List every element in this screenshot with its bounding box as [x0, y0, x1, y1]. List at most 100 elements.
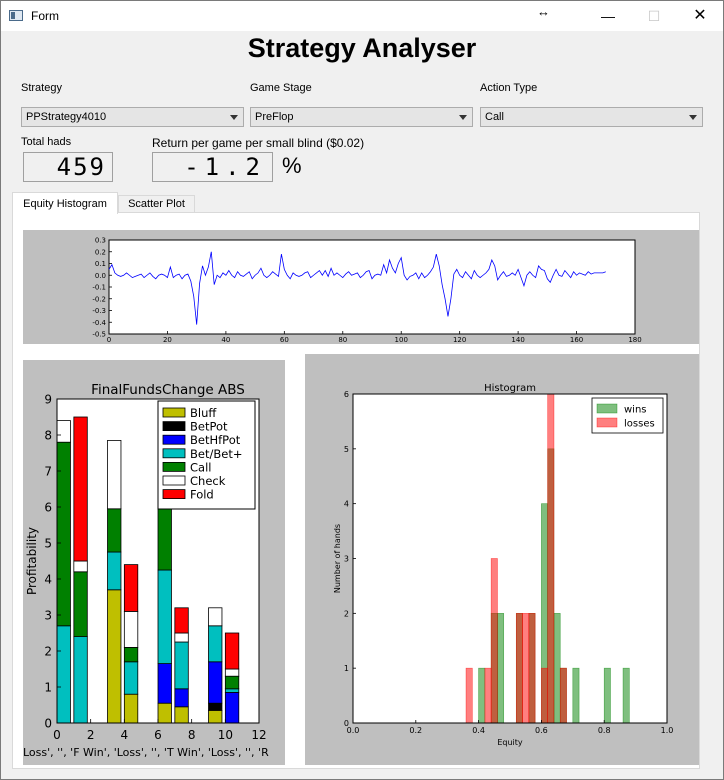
return-display: -1.2 — [152, 152, 273, 182]
histogram-panel: 0 1 2 3 4 5 6 0.0 0.2 0.4 0.6 0.8 1.0 Histogram Equity… — [305, 354, 699, 765]
x-tick-label: 0.2 — [409, 726, 422, 735]
y-tick-label: 0.2 — [95, 248, 106, 256]
bar-segment — [157, 569, 172, 664]
bar-segment — [174, 706, 189, 724]
y-tick-label: 8 — [44, 429, 52, 443]
histogram-bar — [497, 613, 505, 724]
legend-swatch — [162, 462, 186, 472]
x-tick-label: 160 — [570, 336, 583, 344]
game-stage-select[interactable]: PreFlop — [250, 107, 473, 127]
x-tick-label: 10 — [218, 728, 233, 742]
y-tick-label: -0.2 — [92, 295, 106, 303]
bar-segment — [174, 688, 189, 708]
bar-segment — [107, 551, 122, 591]
chart-title: FinalFundsChange ABS — [91, 382, 245, 398]
y-tick-label: 7 — [44, 465, 52, 479]
y-axis-label: Number of hands — [333, 524, 342, 593]
y-tick-label: 1 — [44, 681, 52, 695]
strategy-select[interactable]: PPStrategy4010 — [21, 107, 244, 127]
y-tick-label: -0.3 — [92, 307, 106, 315]
y-axis-label: Profitability — [25, 527, 39, 595]
bar-segment — [123, 564, 139, 612]
y-tick-label: 0 — [344, 719, 349, 728]
y-tick-label: 9 — [44, 393, 52, 407]
legend-swatch — [162, 434, 186, 445]
y-tick-label: 6 — [344, 390, 349, 399]
minimize-button[interactable]: — — [601, 8, 615, 24]
y-tick-label: 1 — [344, 664, 349, 673]
legend-swatch — [162, 448, 186, 459]
window-title: Form — [31, 9, 59, 23]
x-tick-label: 0 — [53, 728, 61, 742]
bar-segment — [174, 641, 189, 690]
line-chart: 0.3 0.2 0.1 0.0 -0.1 -0.2 -0.3 -0.4 -0.50 20 40 60 8… — [92, 237, 641, 345]
y-tick-label: 0.3 — [95, 237, 106, 245]
legend-swatch — [596, 417, 618, 428]
legend-label: BetPot — [190, 420, 228, 434]
legend-swatch — [162, 489, 186, 500]
bar-segment — [107, 440, 122, 510]
y-tick-label: 5 — [344, 445, 349, 454]
x-tick-label: 0.8 — [598, 726, 611, 735]
y-tick-label: 2 — [44, 645, 52, 659]
histogram-bar — [484, 667, 492, 724]
bar-segment — [224, 668, 240, 677]
total-hands-label: Total hads — [21, 136, 72, 148]
y-tick-label: 5 — [44, 537, 52, 551]
histogram-bar — [553, 613, 561, 724]
bar-segment — [123, 646, 139, 663]
bar-segment — [208, 625, 223, 663]
form-window-icon — [9, 10, 23, 21]
bar-segment — [73, 571, 88, 638]
total-hands-display: 459 — [23, 152, 113, 182]
y-tick-label: 3 — [44, 609, 52, 623]
bar-segment — [224, 691, 240, 724]
y-tick-label: 6 — [44, 501, 52, 515]
action-type-select[interactable]: Call — [480, 107, 703, 127]
chevron-down-icon — [689, 115, 697, 120]
legend-swatch — [596, 403, 618, 414]
bar-segment — [157, 663, 172, 704]
x-tick-label: 0.0 — [347, 726, 360, 735]
bar-segment — [224, 632, 240, 670]
histogram-bar — [465, 667, 473, 724]
bar-segment — [56, 625, 71, 724]
histogram-chart: 0 1 2 3 4 5 6 0.0 0.2 0.4 0.6 0.8 1.0 Histogram Equity… — [333, 383, 674, 747]
legend-label: Bet/Bet+ — [190, 447, 242, 461]
legend-label: Fold — [190, 488, 214, 502]
bar-segment — [208, 661, 223, 704]
y-tick-label: -0.4 — [92, 319, 106, 327]
bar-segment — [123, 693, 139, 724]
x-axis-label: Loss', '', 'F Win', 'Loss', '', 'T Win',… — [23, 746, 269, 759]
histogram-bar — [559, 667, 567, 724]
x-tick-label: 80 — [338, 336, 347, 344]
x-tick-label: 60 — [280, 336, 289, 344]
x-tick-label: 40 — [221, 336, 230, 344]
bar-segment — [56, 420, 71, 443]
maximize-button[interactable]: ☐ — [647, 8, 661, 24]
bar-segment — [107, 508, 122, 553]
x-axis-label: Equity — [497, 738, 523, 747]
line-chart-panel: 0.3 0.2 0.1 0.0 -0.1 -0.2 -0.3 -0.4 -0.5 0 20 40 60 8… — [23, 230, 699, 344]
histogram-bar — [522, 613, 530, 724]
tab-equity-histogram[interactable]: Equity Histogram — [12, 192, 118, 214]
y-tick-label: -0.1 — [92, 284, 106, 292]
close-button[interactable]: ✕ — [693, 7, 707, 24]
bar-segment — [174, 632, 189, 643]
histogram-bar — [490, 558, 498, 724]
bar-segment — [73, 560, 88, 573]
x-tick-label: 1.0 — [661, 726, 674, 735]
bar-segment — [107, 589, 122, 724]
legend-label: BetHfPot — [190, 433, 241, 447]
chart-title: Histogram — [484, 383, 536, 394]
bar-segment — [208, 709, 223, 724]
bar-segment — [56, 441, 71, 627]
histogram-bar — [515, 613, 523, 724]
title-bar[interactable]: Form ↔ — ☐ ✕ — [1, 1, 723, 31]
x-tick-label: 4 — [121, 728, 129, 742]
histogram-bar — [622, 667, 630, 724]
bar-segment — [208, 607, 223, 627]
histogram-bar — [572, 667, 580, 724]
histogram-bar — [547, 393, 555, 724]
